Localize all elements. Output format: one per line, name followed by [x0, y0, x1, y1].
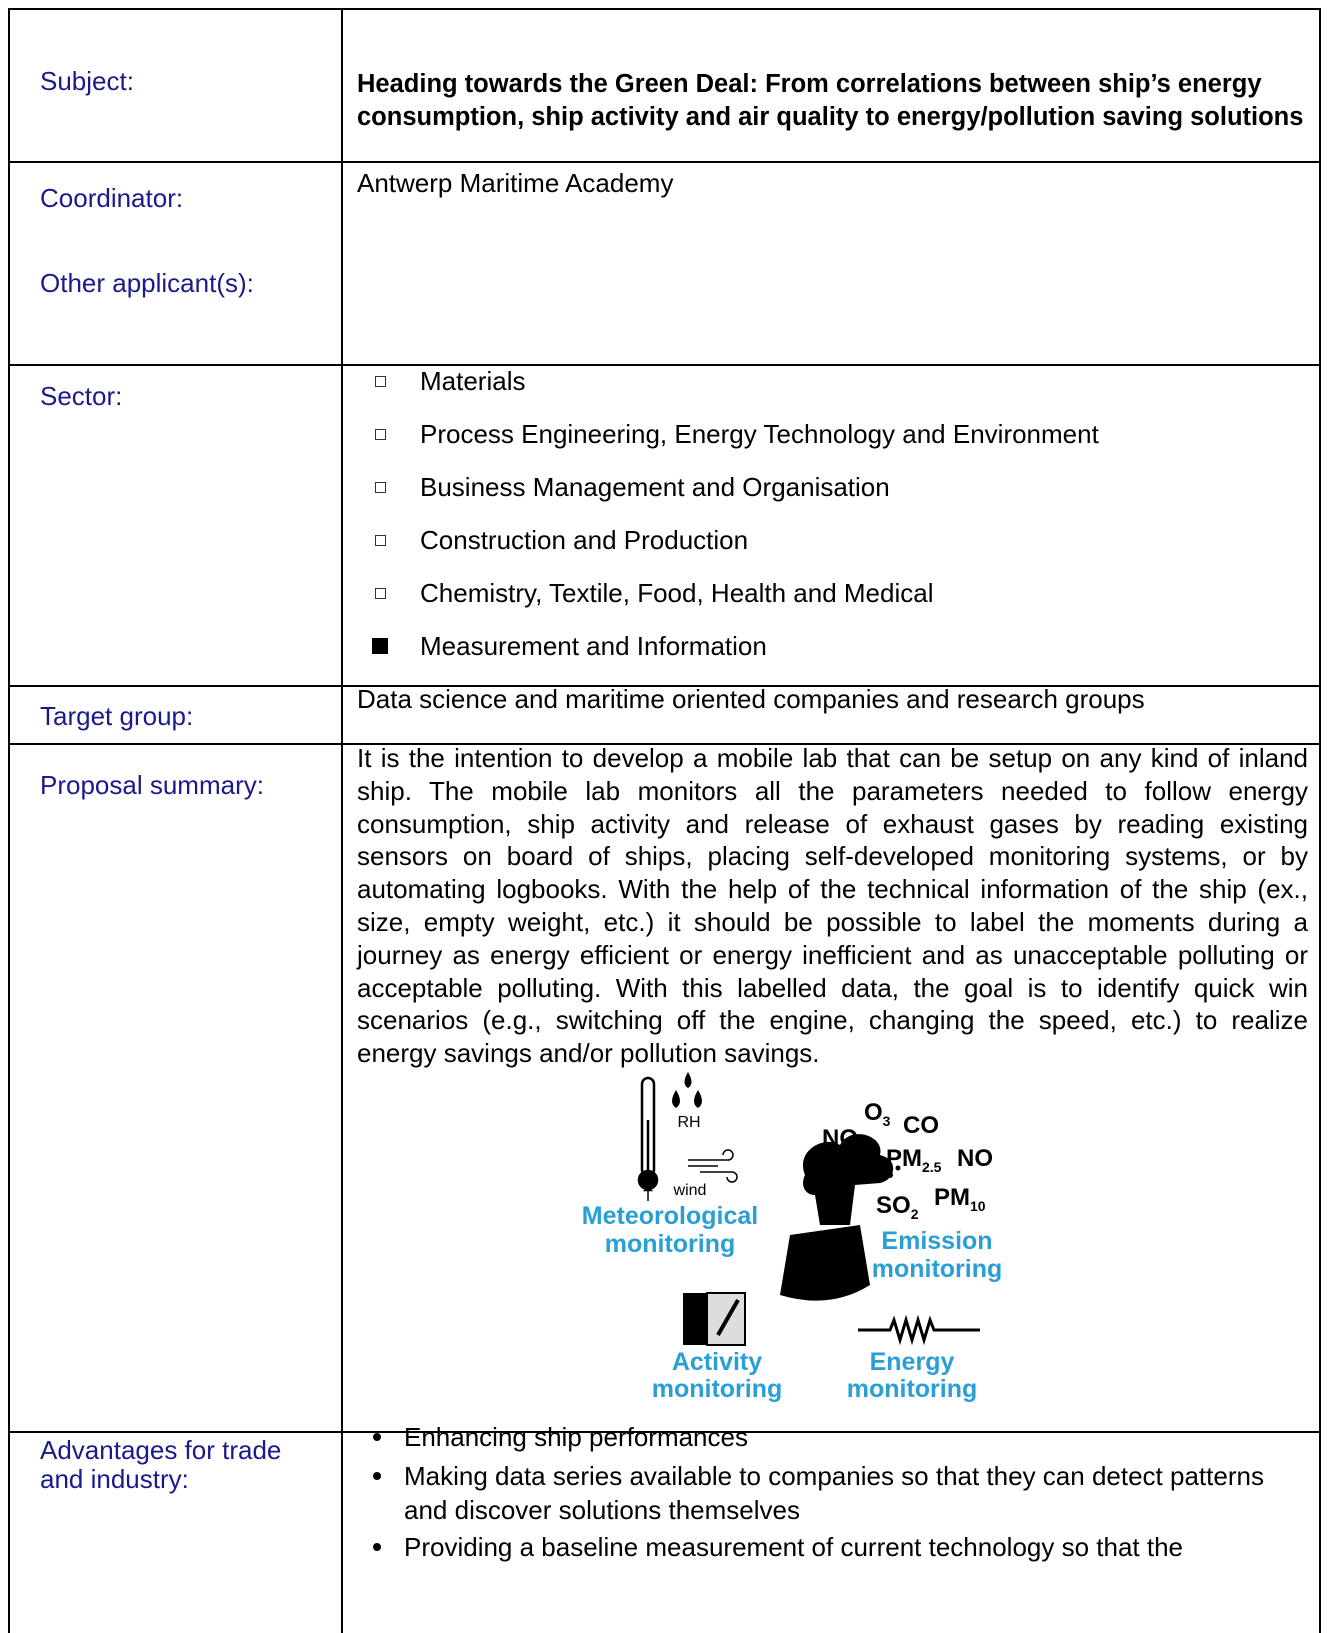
rule [341, 8, 343, 1633]
label: Target group: [40, 701, 194, 731]
summary: It is the intention to develop a mobile … [357, 743, 1308, 1069]
resistor [858, 1314, 980, 1346]
text: Advantages for trade [40, 1435, 282, 1465]
target-group: Data science and maritime oriented compa… [357, 684, 1145, 714]
checkbox [375, 482, 386, 493]
text: and industry: [40, 1464, 189, 1494]
rule [8, 161, 1321, 163]
item-text: Providing a baseline measurement of curr… [404, 1532, 1184, 1562]
pollutant: PM10 [934, 1184, 986, 1214]
text: O [864, 1099, 883, 1126]
rule [8, 8, 1321, 10]
label: Sector: [40, 381, 123, 411]
text: PM [886, 1145, 922, 1172]
thermometer [637, 1076, 659, 1191]
rule [8, 364, 1321, 366]
item-text: Making data series available to companie… [404, 1461, 1264, 1525]
caption: Emission [881, 1227, 992, 1255]
rule [8, 1431, 1321, 1433]
item-text: Enhancing ship performances [404, 1422, 748, 1452]
label: Other applicant(s): [40, 268, 254, 298]
label: Advantages for trade and industry: [40, 1436, 281, 1494]
pollutant: NO [957, 1145, 993, 1172]
rule [8, 685, 1321, 687]
bullet-item: Enhancing ship performances [357, 1420, 1307, 1454]
caption: monitoring [847, 1375, 978, 1403]
ship [780, 1134, 901, 1301]
label: Subject: [40, 66, 134, 96]
checkbox [375, 429, 386, 440]
pollutant: NO2 [822, 1125, 866, 1155]
bullet-item: Providing a baseline measurement of curr… [357, 1530, 1307, 1564]
caption: monitoring [605, 1230, 736, 1258]
caption: Energy [870, 1348, 955, 1376]
subscript: 2 [911, 1206, 919, 1222]
item-text: Business Management and Organisation [420, 472, 890, 502]
bullet [373, 1433, 381, 1441]
item-text: Process Engineering, Energy Technology a… [420, 419, 1099, 449]
text: SO [876, 1192, 911, 1219]
pollutant: O3 [864, 1099, 891, 1129]
text: Data science and maritime oriented compa… [357, 684, 1145, 714]
pollutant: PM2.5 [886, 1145, 942, 1175]
text: NO [822, 1125, 858, 1152]
rule [8, 8, 10, 1633]
icon-label: wind [673, 1182, 707, 1199]
item-text: Measurement and Information [420, 631, 767, 661]
label: Proposal summary: [40, 770, 264, 800]
subscript: 10 [970, 1198, 986, 1214]
checkbox [375, 535, 386, 546]
notebook [683, 1292, 746, 1346]
rule [8, 743, 1321, 745]
pollutant: SO2 [876, 1192, 919, 1222]
pollutant: CO [903, 1112, 939, 1139]
wind-icon [688, 1149, 738, 1183]
bullet-item: Making data series available to companie… [357, 1459, 1307, 1527]
caption: monitoring [872, 1255, 1003, 1283]
bullet [373, 1543, 381, 1551]
subscript: 3 [883, 1113, 891, 1129]
caption: Meteorological [582, 1202, 758, 1230]
checkbox [375, 376, 386, 387]
drops [672, 1072, 702, 1108]
icon-label: RH [677, 1114, 700, 1131]
item-text: Materials [420, 366, 526, 396]
coordinator: Antwerp Maritime Academy [357, 168, 674, 198]
checkbox [372, 638, 388, 654]
caption: Activity [672, 1348, 762, 1376]
label: Coordinator: [40, 183, 184, 213]
icon-label: T [643, 1188, 653, 1205]
rule [1319, 8, 1321, 1633]
subscript: 2 [858, 1139, 866, 1155]
text: PM [934, 1184, 970, 1211]
subscript: 2.5 [922, 1159, 942, 1175]
subject: Heading towards the Green Deal: From cor… [357, 70, 1304, 131]
item-text: Construction and Production [420, 525, 749, 555]
caption: monitoring [652, 1375, 783, 1403]
bullet [373, 1472, 381, 1480]
item-text: Chemistry, Textile, Food, Health and Med… [420, 578, 934, 608]
checkbox [375, 588, 386, 599]
